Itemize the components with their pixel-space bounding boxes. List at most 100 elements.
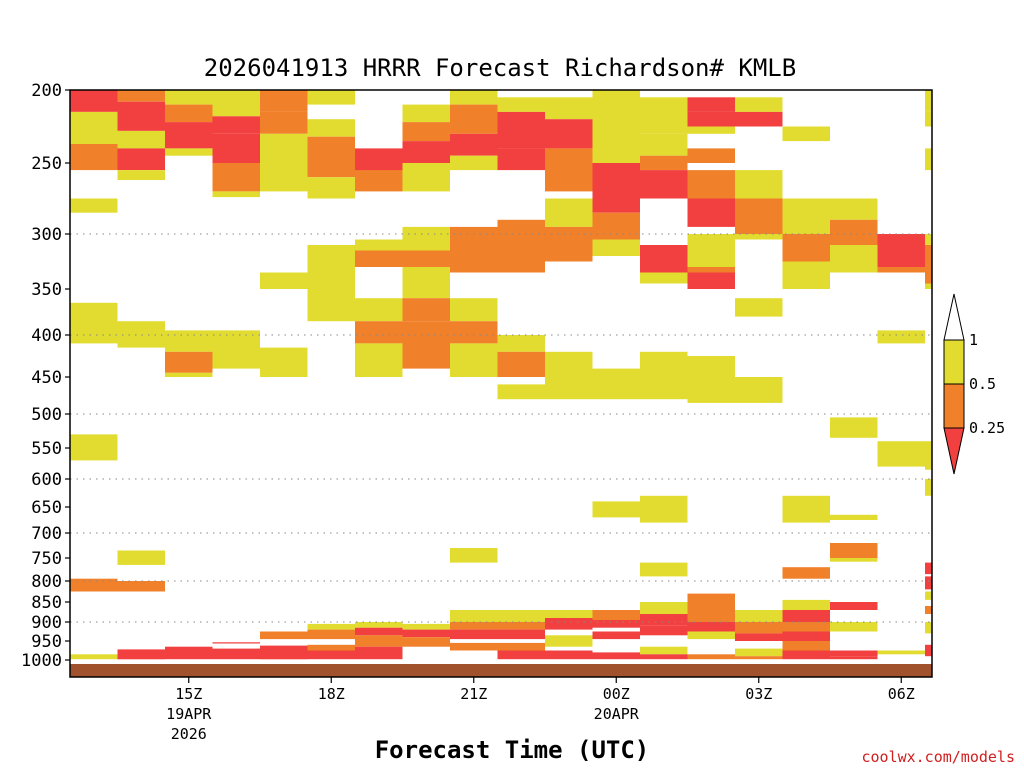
heatmap-cell-orange xyxy=(497,219,545,273)
heatmap-cell-yellow xyxy=(355,298,403,322)
heatmap-cell-yellow xyxy=(260,347,308,377)
plot-background xyxy=(70,90,932,677)
heatmap-cell-red xyxy=(687,97,735,112)
y-tick-label: 700 xyxy=(31,524,62,544)
ground-strip-fill xyxy=(70,664,932,677)
x-axis: 15Z 19APR 2026 18Z 21Z 00Z 20APR 03Z 06Z xyxy=(166,677,915,743)
y-tick-label: 200 xyxy=(31,81,62,101)
heatmap-cells xyxy=(70,90,932,660)
heatmap-cell-yellow xyxy=(925,622,932,634)
heatmap-cell-orange xyxy=(782,622,830,632)
x-tick-date: 19APR xyxy=(166,705,212,723)
heatmap-cell-orange xyxy=(640,155,688,171)
heatmap-cell-red xyxy=(640,625,688,636)
heatmap-cell-red xyxy=(877,245,925,267)
legend-label: 0.25 xyxy=(969,419,1005,437)
y-tick-label: 300 xyxy=(31,225,62,245)
x-tick-label: 18Z xyxy=(318,685,345,703)
heatmap-cell-orange xyxy=(735,622,783,634)
heatmap-cell-yellow xyxy=(735,648,783,657)
y-tick-label: 600 xyxy=(31,470,62,490)
y-tick-label: 750 xyxy=(31,549,62,569)
heatmap-cell-yellow xyxy=(735,234,783,240)
heatmap-cell-yellow xyxy=(307,623,355,630)
heatmap-cell-red xyxy=(497,148,545,171)
heatmap-cell-yellow xyxy=(545,198,593,227)
heatmap-cell-yellow xyxy=(545,610,593,618)
heatmap-cell-yellow xyxy=(925,111,932,127)
heatmap-cell-red xyxy=(687,111,735,127)
heatmap-cell-yellow xyxy=(165,148,213,156)
heatmap-cell-yellow xyxy=(640,602,688,614)
heatmap-cell-yellow xyxy=(640,495,688,523)
heatmap-cell-yellow xyxy=(925,441,932,470)
heatmap-cell-yellow xyxy=(165,372,213,377)
heatmap-cell-yellow xyxy=(307,245,355,322)
heatmap-cell-yellow xyxy=(450,298,498,322)
heatmap-cell-orange xyxy=(592,212,640,240)
heatmap-cell-red xyxy=(925,644,932,657)
heatmap-cell-orange xyxy=(687,148,735,163)
colorbar-legend: 1 0.5 0.25 xyxy=(943,293,1005,475)
heatmap-cell-orange xyxy=(592,610,640,620)
heatmap-cell-red xyxy=(830,650,878,657)
heatmap-cell-red xyxy=(450,133,498,156)
heatmap-cell-yellow xyxy=(70,111,118,127)
heatmap-cell-red xyxy=(165,646,213,660)
legend-label: 0.5 xyxy=(969,375,996,393)
y-tick-label: 850 xyxy=(31,593,62,613)
heatmap-cell-yellow xyxy=(70,654,118,660)
x-tick-label: 06Z xyxy=(888,685,915,703)
heatmap-cell-red xyxy=(307,650,355,660)
heatmap-cell-red xyxy=(640,654,688,660)
heatmap-cell-red xyxy=(782,631,830,641)
heatmap-cell-red xyxy=(640,614,688,626)
legend-triangle-below-0.25 xyxy=(943,427,965,475)
heatmap-cell-red xyxy=(687,622,735,632)
heatmap-cell-yellow xyxy=(687,631,735,640)
heatmap-cell-yellow xyxy=(117,550,165,565)
heatmap-cell-yellow xyxy=(117,321,165,348)
heatmap-cell-orange xyxy=(355,635,403,647)
heatmap-cell-orange xyxy=(355,250,403,267)
heatmap-cell-orange xyxy=(355,170,403,192)
heatmap-cell-yellow xyxy=(925,479,932,496)
heatmap-cell-orange xyxy=(70,144,118,171)
heatmap-cell-red xyxy=(117,101,165,131)
heatmap-cell-yellow xyxy=(450,90,498,105)
heatmap-cell-yellow xyxy=(402,226,450,251)
heatmap-cell-yellow xyxy=(640,133,688,156)
heatmap-cell-yellow xyxy=(640,272,688,284)
heatmap-cell-red xyxy=(830,602,878,610)
heatmap-cell-orange xyxy=(782,641,830,651)
heatmap-cell-yellow xyxy=(165,90,213,105)
heatmap-cell-orange xyxy=(687,654,735,660)
heatmap-cell-yellow xyxy=(355,622,403,628)
heatmap-cell-red xyxy=(260,645,308,660)
y-tick-label: 900 xyxy=(31,613,62,633)
heatmap-cell-red xyxy=(877,234,925,245)
heatmap-cell-orange xyxy=(402,122,450,142)
heatmap-cell-orange xyxy=(117,581,165,592)
heatmap-cell-red xyxy=(402,629,450,638)
heatmap-cell-red xyxy=(355,646,403,660)
y-tick-label: 650 xyxy=(31,498,62,518)
heatmap-cell-yellow xyxy=(640,351,688,400)
y-tick-label: 550 xyxy=(31,439,62,459)
heatmap-cell-orange xyxy=(260,90,308,112)
heatmap-cell-red xyxy=(687,198,735,227)
heatmap-cell-yellow xyxy=(545,351,593,400)
heatmap-cell-orange xyxy=(450,104,498,134)
heatmap-cell-red xyxy=(117,649,165,660)
heatmap-cell-red xyxy=(450,629,498,640)
heatmap-cell-yellow xyxy=(640,646,688,655)
plot-area xyxy=(70,90,932,677)
y-tick-label: 250 xyxy=(31,154,62,174)
heatmap-cell-yellow xyxy=(355,239,403,251)
heatmap-cell-orange xyxy=(402,250,450,267)
heatmap-cell-yellow xyxy=(640,97,688,134)
heatmap-cell-orange xyxy=(545,226,593,262)
x-tick-label: 03Z xyxy=(745,685,772,703)
heatmap-cell-yellow xyxy=(260,133,308,192)
